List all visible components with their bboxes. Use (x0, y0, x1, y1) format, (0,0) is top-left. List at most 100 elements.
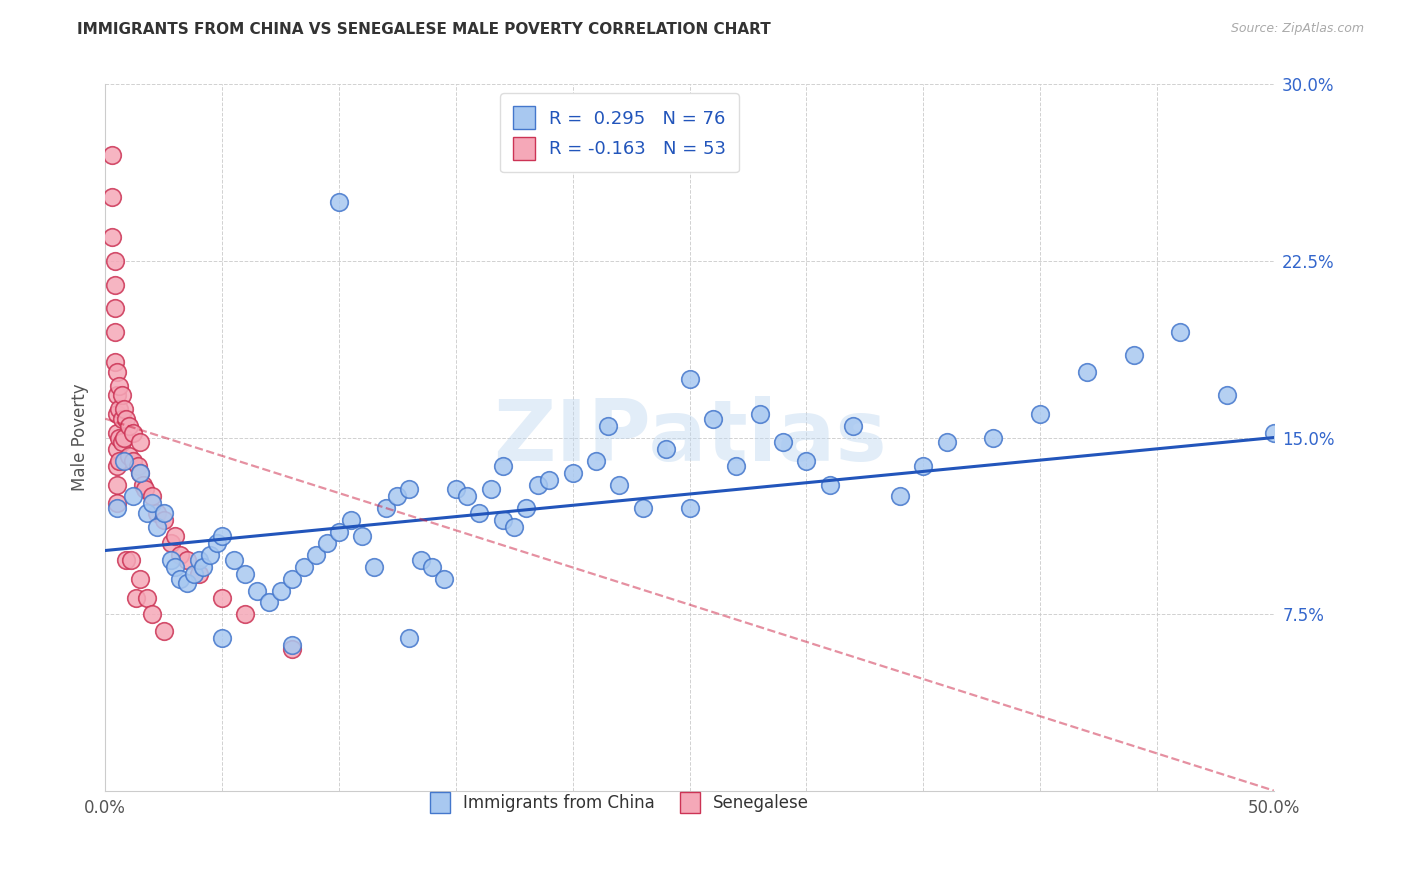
Point (1029, 407, 1052, 421)
Point (889, 489, 911, 503)
Point (631, 501, 654, 516)
Text: Source: ZipAtlas.com: Source: ZipAtlas.com (1230, 22, 1364, 36)
Point (772, 435, 794, 450)
Point (316, 536, 339, 550)
Point (105, 425, 128, 440)
Point (120, 553, 142, 567)
Point (103, 355, 125, 369)
Point (110, 388, 132, 402)
Point (222, 553, 245, 567)
Point (127, 458, 149, 473)
Point (387, 489, 409, 503)
Point (145, 506, 167, 520)
Point (122, 454, 145, 468)
Point (818, 477, 841, 491)
Point (257, 595, 280, 609)
Point (176, 576, 198, 591)
Point (112, 454, 135, 468)
Point (211, 591, 233, 605)
Point (152, 513, 174, 527)
Point (433, 572, 456, 586)
Point (136, 506, 159, 520)
Point (491, 458, 513, 473)
Point (235, 607, 257, 621)
Point (105, 496, 128, 510)
Text: IMMIGRANTS FROM CHINA VS SENEGALESE MALE POVERTY CORRELATION CHART: IMMIGRANTS FROM CHINA VS SENEGALESE MALE… (77, 22, 770, 37)
Point (115, 411, 138, 425)
Point (515, 501, 537, 516)
Point (1076, 365, 1098, 379)
Point (117, 418, 139, 433)
Point (193, 560, 215, 574)
Point (596, 418, 619, 433)
Point (842, 418, 865, 433)
Point (1168, 325, 1191, 339)
Point (352, 529, 374, 543)
Legend: Immigrants from China, Senegalese: Immigrants from China, Senegalese (418, 780, 821, 824)
Point (183, 567, 205, 582)
Point (159, 553, 181, 567)
Point (103, 277, 125, 292)
Point (187, 567, 209, 582)
Point (912, 458, 935, 473)
Point (124, 591, 146, 605)
Y-axis label: Male Poverty: Male Poverty (72, 384, 89, 491)
Point (609, 477, 631, 491)
Point (561, 466, 583, 480)
Point (526, 477, 548, 491)
Point (134, 483, 156, 497)
Point (398, 631, 420, 645)
Point (105, 388, 128, 402)
Point (235, 567, 257, 582)
Point (725, 458, 748, 473)
Point (129, 435, 152, 450)
Point (374, 501, 396, 516)
Point (108, 378, 131, 392)
Point (105, 477, 128, 491)
Point (468, 506, 491, 520)
Point (211, 631, 233, 645)
Point (141, 496, 163, 510)
Point (115, 553, 138, 567)
Point (165, 529, 187, 543)
Point (105, 501, 128, 516)
Point (1263, 425, 1285, 440)
Point (101, 230, 124, 244)
Point (136, 591, 159, 605)
Point (187, 553, 209, 567)
Point (108, 402, 131, 417)
Point (103, 325, 125, 339)
Point (122, 425, 145, 440)
Point (108, 430, 131, 444)
Text: ZIPatlas: ZIPatlas (492, 396, 886, 479)
Point (444, 483, 467, 497)
Point (935, 435, 957, 450)
Point (145, 520, 167, 534)
Point (117, 450, 139, 464)
Point (108, 454, 131, 468)
Point (211, 529, 233, 543)
Point (152, 506, 174, 520)
Point (748, 407, 770, 421)
Point (491, 513, 513, 527)
Point (281, 572, 304, 586)
Point (129, 572, 152, 586)
Point (398, 483, 420, 497)
Point (141, 607, 163, 621)
Point (363, 560, 385, 574)
Point (105, 442, 128, 457)
Point (159, 536, 181, 550)
Point (105, 365, 128, 379)
Point (702, 411, 724, 425)
Point (152, 624, 174, 638)
Point (422, 560, 444, 574)
Point (165, 560, 187, 574)
Point (503, 520, 526, 534)
Point (129, 466, 152, 480)
Point (101, 148, 124, 162)
Point (131, 477, 153, 491)
Point (101, 190, 124, 204)
Point (292, 560, 315, 574)
Point (105, 407, 128, 421)
Point (246, 583, 269, 598)
